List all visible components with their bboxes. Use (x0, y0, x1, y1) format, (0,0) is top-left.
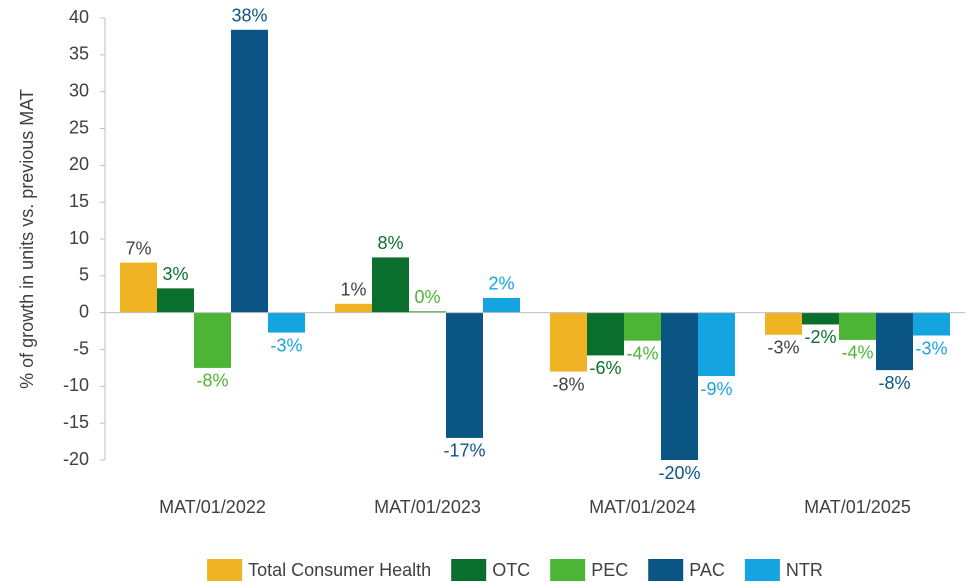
y-tick-label: -10 (63, 375, 89, 395)
legend-label: Total Consumer Health (248, 560, 431, 580)
y-tick-label: 0 (79, 301, 89, 321)
x-tick-label: MAT/01/2023 (374, 497, 481, 517)
data-label: 8% (377, 233, 403, 253)
legend-label: NTR (786, 560, 823, 580)
y-tick-label: 10 (69, 228, 89, 248)
bar (120, 262, 157, 313)
legend-swatch (207, 559, 243, 581)
x-tick-label: MAT/01/2025 (804, 497, 911, 517)
bar (587, 312, 624, 356)
bar (372, 257, 409, 313)
data-label: -6% (589, 358, 621, 378)
legend-swatch (648, 559, 684, 581)
data-label: -8% (878, 373, 910, 393)
data-label: -17% (443, 441, 485, 461)
bar (483, 297, 520, 313)
data-label: -4% (626, 343, 658, 363)
bar (268, 312, 305, 333)
bar (624, 312, 661, 341)
bar (765, 312, 802, 335)
data-label: -2% (804, 327, 836, 347)
data-label: 2% (488, 274, 514, 294)
bar (446, 312, 483, 438)
bar (157, 288, 194, 313)
data-label: -9% (700, 379, 732, 399)
bar (194, 312, 231, 368)
data-label: -20% (658, 463, 700, 483)
bar (231, 29, 268, 313)
data-label: 3% (162, 264, 188, 284)
y-tick-label: -20 (63, 449, 89, 469)
y-tick-label: 30 (69, 80, 89, 100)
y-tick-label: -5 (73, 338, 89, 358)
data-label: 0% (414, 287, 440, 307)
bar (802, 312, 839, 325)
bar (913, 312, 950, 336)
y-tick-label: 40 (69, 7, 89, 27)
x-tick-label: MAT/01/2024 (589, 497, 696, 517)
legend-swatch (744, 559, 780, 581)
data-label: -4% (841, 343, 873, 363)
legend-label: OTC (492, 560, 530, 580)
legend-label: PEC (591, 560, 628, 580)
data-label: -3% (270, 335, 302, 355)
bar (839, 312, 876, 340)
legend-swatch (451, 559, 487, 581)
bar (335, 303, 372, 313)
bar (698, 312, 735, 377)
data-label: -8% (552, 374, 584, 394)
data-label: 7% (125, 238, 151, 258)
legend-swatch (550, 559, 586, 581)
y-tick-label: 35 (69, 44, 89, 64)
data-label: 38% (231, 6, 267, 26)
y-axis-label: % of growth in units vs. previous MAT (17, 89, 37, 389)
bar (550, 312, 587, 372)
y-tick-label: 25 (69, 117, 89, 137)
legend-label: PAC (689, 560, 725, 580)
bar (409, 311, 446, 313)
data-label: -3% (767, 338, 799, 358)
x-tick-label: MAT/01/2022 (159, 497, 266, 517)
data-label: 1% (340, 280, 366, 300)
data-label: -3% (915, 338, 947, 358)
bar (661, 312, 698, 460)
y-tick-label: 15 (69, 191, 89, 211)
data-label: -8% (196, 371, 228, 391)
bar (876, 312, 913, 371)
y-tick-label: 20 (69, 154, 89, 174)
y-tick-label: -15 (63, 412, 89, 432)
y-tick-label: 5 (79, 265, 89, 285)
